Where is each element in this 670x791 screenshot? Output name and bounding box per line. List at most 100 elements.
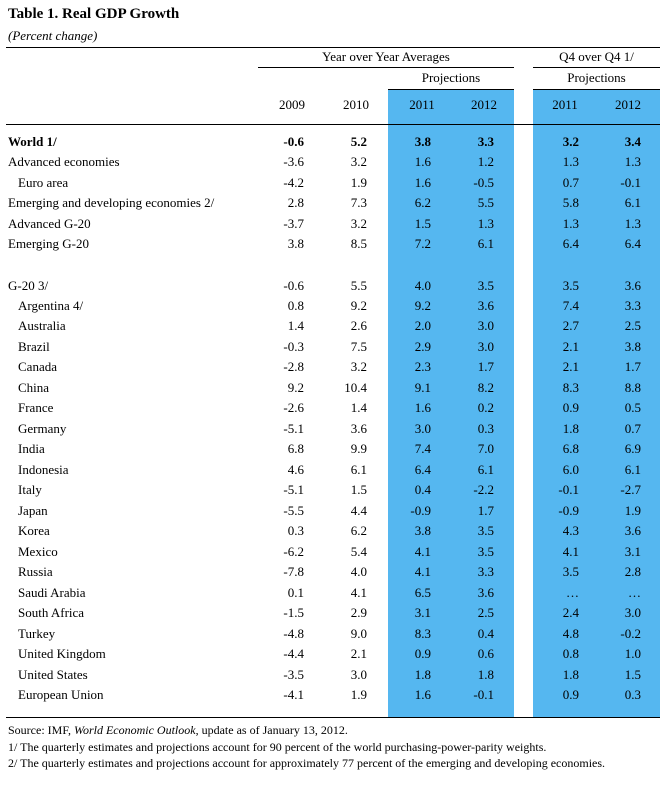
row-value: 4.8 (562, 626, 579, 641)
row-value: 0.9 (414, 646, 431, 661)
table-title: Table 1. Real GDP Growth (8, 6, 180, 22)
header-q4-rule (533, 67, 660, 68)
table-row: United Kingdom -4.4 2.1 0.9 0.6 0.8 1.0 (0, 646, 670, 666)
table-row: South Africa -1.5 2.9 3.1 2.5 2.4 3.0 (0, 605, 670, 625)
row-value: 4.0 (350, 564, 367, 579)
row-value: 1.8 (414, 667, 431, 682)
header-projections-yoy: Projections (421, 70, 481, 85)
row-value: 2.6 (350, 318, 367, 333)
row-value: 0.4 (414, 482, 431, 497)
header-projections-q4: Projections (567, 70, 626, 85)
row-value: 6.1 (477, 462, 494, 477)
table-subtitle: (Percent change) (8, 28, 98, 43)
row-value: 3.0 (477, 318, 494, 333)
row-label: Advanced economies (8, 154, 120, 169)
row-value: -0.6 (283, 278, 304, 293)
row-value: 9.1 (414, 380, 431, 395)
row-value: 5.5 (477, 195, 494, 210)
row-label: Saudi Arabia (18, 585, 86, 600)
row-value: 2.5 (624, 318, 641, 333)
row-value: 4.6 (287, 462, 304, 477)
row-value: 0.6 (477, 646, 494, 661)
row-value: 4.1 (414, 544, 431, 559)
table-row: Australia 1.4 2.6 2.0 3.0 2.7 2.5 (0, 318, 670, 338)
header-q4-year-2012: 2012 (615, 97, 641, 112)
row-label: France (18, 400, 54, 415)
row-value: 0.5 (624, 400, 641, 415)
row-value: 1.3 (624, 216, 641, 231)
row-value: 1.7 (477, 359, 494, 374)
row-value: 3.6 (624, 523, 641, 538)
row-value: 4.3 (562, 523, 579, 538)
row-label: Mexico (18, 544, 58, 559)
table-row: Mexico -6.2 5.4 4.1 3.5 4.1 3.1 (0, 544, 670, 564)
table-row: Emerging and developing economies 2/2.8 7… (0, 195, 670, 215)
row-value: 0.8 (287, 298, 304, 313)
projections-highlight-q4 (533, 90, 660, 717)
row-value: 3.1 (414, 605, 431, 620)
row-value: 4.1 (350, 585, 367, 600)
row-value: 1.3 (477, 216, 494, 231)
row-value: 0.4 (477, 626, 494, 641)
source-prefix: Source: IMF, (8, 723, 75, 737)
table-row: Advanced G-20 -3.7 3.2 1.5 1.3 1.3 1.3 (0, 216, 670, 236)
row-value: 1.6 (414, 175, 431, 190)
table-row: Russia -7.8 4.0 4.1 3.3 3.5 2.8 (0, 564, 670, 584)
header-q4-over-q4: Q4 over Q4 1/ (559, 49, 634, 64)
row-value: 3.2 (350, 359, 367, 374)
row-value: 8.3 (414, 626, 431, 641)
row-value: 3.8 (414, 134, 431, 149)
row-value: 3.1 (624, 544, 641, 559)
row-value: 1.9 (624, 503, 641, 518)
row-value: -4.1 (283, 687, 304, 702)
header-year-2009: 2009 (279, 97, 305, 112)
row-label: Australia (18, 318, 66, 333)
row-value: 9.2 (287, 380, 304, 395)
row-value: 6.1 (477, 236, 494, 251)
row-value: 7.4 (414, 441, 431, 456)
source-note: Source: IMF, World Economic Outlook, upd… (8, 723, 664, 737)
row-value: 3.0 (414, 421, 431, 436)
table-row: Japan -5.5 4.4 -0.9 1.7 -0.9 1.9 (0, 503, 670, 523)
source-title: World Economic Outlook (74, 723, 196, 737)
row-value: 0.1 (287, 585, 304, 600)
row-value: 6.4 (624, 236, 641, 251)
row-value: 0.7 (624, 421, 641, 436)
row-value: -0.6 (283, 134, 304, 149)
row-value: 6.2 (350, 523, 367, 538)
row-value: 3.2 (562, 134, 579, 149)
row-value: 3.3 (624, 298, 641, 313)
row-value: 7.5 (350, 339, 367, 354)
row-value: -0.3 (283, 339, 304, 354)
row-value: 1.8 (562, 667, 579, 682)
row-value: 10.4 (344, 380, 367, 395)
row-value: 9.9 (350, 441, 367, 456)
row-value: 3.2 (350, 216, 367, 231)
row-label: United Kingdom (18, 646, 106, 661)
row-value: -2.6 (283, 400, 304, 415)
row-value: 3.5 (477, 544, 494, 559)
row-value: 0.3 (477, 421, 494, 436)
row-value: -7.8 (283, 564, 304, 579)
row-value: 1.3 (624, 154, 641, 169)
row-value: 3.2 (350, 154, 367, 169)
row-label: Euro area (18, 175, 69, 190)
row-value: 1.6 (414, 400, 431, 415)
row-value: 6.8 (287, 441, 304, 456)
row-value: 1.2 (477, 154, 494, 169)
row-value: … (628, 585, 641, 600)
row-value: 2.1 (562, 339, 579, 354)
row-value: -0.9 (558, 503, 579, 518)
row-value: 3.8 (414, 523, 431, 538)
row-value: 7.3 (350, 195, 367, 210)
row-value: 4.1 (414, 564, 431, 579)
row-value: 6.2 (414, 195, 431, 210)
row-value: -2.7 (620, 482, 641, 497)
row-label: G-20 3/ (8, 278, 49, 293)
row-value: 6.8 (562, 441, 579, 456)
row-value: 3.0 (350, 667, 367, 682)
row-value: 1.5 (414, 216, 431, 231)
row-label: United States (18, 667, 88, 682)
table-row: Germany -5.1 3.6 3.0 0.3 1.8 0.7 (0, 421, 670, 441)
row-value: -4.2 (283, 175, 304, 190)
